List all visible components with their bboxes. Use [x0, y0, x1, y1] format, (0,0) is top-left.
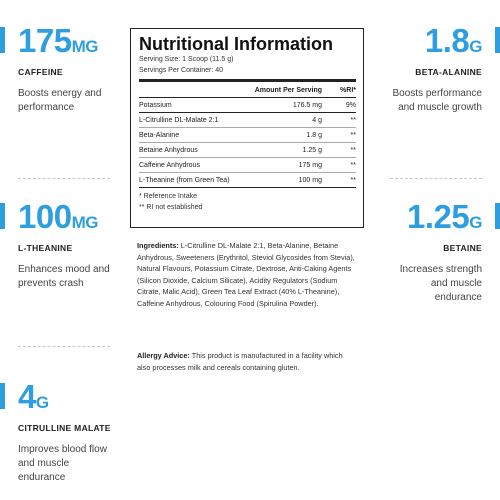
nutrient-amount: 1.8 g — [243, 127, 326, 143]
footnotes: * Reference Intake ** RI not established — [139, 191, 356, 213]
stat-value: 100MG — [18, 198, 98, 235]
accent-bar — [495, 27, 500, 53]
stat-value: 1.8G — [424, 22, 483, 59]
footnote-ri-not-established: ** RI not established — [139, 204, 203, 211]
nutrient-name: Betaine Anhydrous — [139, 142, 244, 158]
accent-bar — [0, 383, 5, 409]
stat-description: Improves blood flow and muscle endurance — [18, 444, 107, 483]
stat-name: BETAINE — [443, 243, 482, 253]
table-row: Caffeine Anhydrous 175 mg ** — [139, 157, 356, 173]
stat-citrulline: 4G CITRULLINE MALATE Improves blood flow… — [0, 380, 130, 485]
stat-name: CAFFEINE — [18, 67, 63, 77]
divider — [139, 79, 356, 82]
stat-description: Boosts energy and performance — [18, 88, 102, 113]
divider — [390, 178, 482, 179]
divider — [18, 178, 110, 179]
table-row: Potassium 176.5 mg 9% — [139, 97, 356, 113]
stat-description: Enhances mood and prevents crash — [18, 264, 110, 289]
accent-bar — [495, 203, 500, 229]
column-header-amount: Amount Per Serving — [243, 84, 326, 98]
nutrition-panel: Nutritional Information Serving Size: 1 … — [130, 28, 364, 228]
nutrition-table: Amount Per Serving %RI* Potassium 176.5 … — [139, 84, 356, 188]
nutrient-ri: ** — [326, 142, 356, 158]
allergy-advice: Allergy Advice: This product is manufact… — [137, 350, 357, 373]
footnote-ri: * Reference Intake — [139, 193, 197, 200]
nutrient-ri: ** — [326, 157, 356, 173]
nutrient-name: L-Citrulline DL-Malate 2:1 — [139, 112, 244, 128]
stat-description: Increases strength and muscle endurance — [399, 264, 482, 303]
column-header-ri: %RI* — [326, 84, 356, 98]
table-row: Beta-Alanine 1.8 g ** — [139, 127, 356, 143]
ingredients-text: Ingredients: L-Citrulline DL-Malate 2:1,… — [137, 240, 357, 310]
stat-value: 1.25G — [407, 198, 482, 235]
stat-value: 4G — [18, 378, 49, 415]
nutrient-amount: 100 mg — [243, 172, 326, 188]
stat-name: L-THEANINE — [18, 243, 73, 253]
stat-beta-alanine: 1.8G BETA-ALANINE Boosts performance and… — [370, 24, 500, 115]
nutrient-name: Beta-Alanine — [139, 127, 244, 143]
stat-description: Boosts performance and muscle growth — [392, 88, 483, 113]
table-row: Betaine Anhydrous 1.25 g ** — [139, 142, 356, 158]
servings-per-container: Servings Per Container: 40 — [139, 67, 224, 74]
stat-name: BETA-ALANINE — [415, 67, 482, 77]
stat-caffeine: 175MG CAFFEINE Boosts energy and perform… — [0, 24, 130, 115]
accent-bar — [0, 203, 5, 229]
table-row: L-Citrulline DL-Malate 2:1 4 g ** — [139, 112, 356, 128]
nutrient-ri: 9% — [326, 97, 356, 113]
nutrient-ri: ** — [326, 112, 356, 128]
panel-title: Nutritional Information — [139, 34, 333, 54]
accent-bar — [0, 27, 5, 53]
table-row: L-Theanine (from Green Tea) 100 mg ** — [139, 172, 356, 188]
divider — [18, 346, 110, 347]
nutrient-amount: 1.25 g — [243, 142, 326, 158]
serving-size: Serving Size: 1 Scoop (11.5 g) — [139, 56, 234, 63]
stat-name: CITRULLINE MALATE — [18, 423, 111, 433]
nutrient-amount: 175 mg — [243, 157, 326, 173]
nutrient-name: Potassium — [139, 97, 244, 113]
nutrient-ri: ** — [326, 172, 356, 188]
allergy-text: This product is manufactured in a facili… — [137, 351, 343, 372]
nutrient-ri: ** — [326, 127, 356, 143]
stat-betaine: 1.25G BETAINE Increases strength and mus… — [370, 200, 500, 305]
stat-value: 175MG — [18, 22, 98, 59]
nutrient-name: L-Theanine (from Green Tea) — [139, 172, 244, 188]
allergy-label: Allergy Advice: — [137, 351, 190, 360]
nutrient-amount: 176.5 mg — [243, 97, 326, 113]
ingredients-label: Ingredients: — [137, 241, 179, 250]
table-header-row: Amount Per Serving %RI* — [139, 84, 356, 98]
nutrient-name: Caffeine Anhydrous — [139, 157, 244, 173]
ingredients-list: L-Citrulline DL-Malate 2:1, Beta-Alanine… — [137, 241, 355, 308]
nutrient-amount: 4 g — [243, 112, 326, 128]
stat-theanine: 100MG L-THEANINE Enhances mood and preve… — [0, 200, 130, 291]
